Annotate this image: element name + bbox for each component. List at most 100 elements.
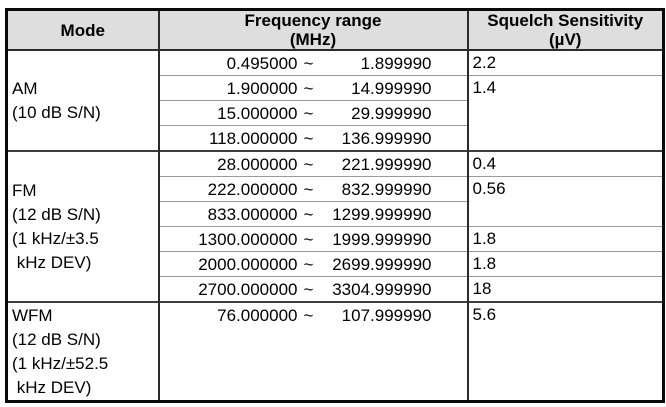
frequency-cell: 15.000000 ~ 29.999990 — [157, 100, 468, 126]
frequency-start: 0.495000 — [226, 54, 298, 73]
frequency-cell: 0.495000 ~ 1.899990 — [157, 49, 468, 76]
frequency-end: 1299.999990 — [332, 205, 432, 224]
header-squelch-title: Squelch Sensitivity — [487, 11, 644, 30]
tilde-separator: ~ — [303, 79, 314, 98]
frequency-cell: 833.000000 ~ 1299.999990 — [157, 201, 468, 227]
frequency-end: 1.899990 — [360, 54, 432, 73]
table-row: 1300.000000 ~ 1999.999990 1.8 — [7, 226, 664, 252]
frequency-end: 14.999990 — [351, 79, 432, 98]
frequency-range: 833.000000 ~ 1299.999990 — [160, 203, 467, 226]
frequency-range: 1300.000000 ~ 1999.999990 — [160, 228, 467, 251]
squelch-value-cell: 5.6 — [466, 301, 664, 402]
frequency-range: 28.000000 ~ 221.999990 — [160, 153, 467, 176]
mode-cell-wfm: WFM (12 dB S/N) (1 kHz/±52.5 kHz DEV) — [6, 301, 159, 402]
header-squelch-unit: (µV) — [549, 30, 582, 49]
table-row: 833.000000 ~ 1299.999990 — [7, 201, 664, 227]
header-mode-label: Mode — [60, 20, 105, 40]
table-row: 118.000000 ~ 136.999990 — [7, 125, 664, 151]
mode-fm-line4: kHz DEV) — [12, 252, 92, 272]
squelch-value-cell: 0.4 — [466, 150, 664, 177]
frequency-start: 1.900000 — [226, 79, 298, 98]
squelch-value-cell: 1.8 — [466, 251, 664, 277]
table-row: 222.000000 ~ 832.999990 0.56 — [7, 176, 664, 227]
frequency-range: 0.495000 ~ 1.899990 — [160, 52, 467, 75]
header-frequency-unit: (MHz) — [289, 30, 337, 49]
frequency-range: 1.900000 ~ 14.999990 — [160, 77, 467, 100]
frequency-end: 221.999990 — [341, 155, 432, 174]
table-row: 2700.000000 ~ 3304.999990 18 — [7, 276, 664, 302]
spec-table: Mode Frequency range (MHz) Squelch Sensi… — [5, 8, 665, 403]
frequency-range: 15.000000 ~ 29.999990 — [160, 102, 467, 125]
tilde-separator: ~ — [303, 306, 314, 325]
frequency-range: 2000.000000 ~ 2699.999990 — [160, 253, 467, 276]
tilde-separator: ~ — [303, 255, 314, 274]
frequency-cell: 2000.000000 ~ 2699.999990 — [157, 251, 468, 277]
tilde-separator: ~ — [303, 230, 314, 249]
table-row: 15.000000 ~ 29.999990 — [7, 100, 664, 126]
table-row: 2000.000000 ~ 2699.999990 1.8 — [7, 251, 664, 277]
frequency-start: 2000.000000 — [198, 255, 298, 274]
frequency-cell: 1.900000 ~ 14.999990 — [157, 75, 468, 101]
frequency-start: 833.000000 — [207, 205, 298, 224]
frequency-start: 76.000000 — [217, 306, 298, 325]
frequency-cell: 28.000000 ~ 221.999990 — [157, 150, 468, 177]
table-header: Mode Frequency range (MHz) Squelch Sensi… — [6, 9, 664, 51]
tilde-separator: ~ — [303, 205, 314, 224]
frequency-start: 28.000000 — [217, 155, 298, 174]
mode-cell-fm: FM (12 dB S/N) (1 kHz/±3.5 kHz DEV) — [6, 150, 159, 302]
mode-fm-line2: (12 dB S/N) — [12, 204, 101, 224]
header-squelch-sensitivity: Squelch Sensitivity (µV) — [466, 9, 664, 51]
frequency-start: 222.000000 — [207, 180, 298, 199]
frequency-end: 1999.999990 — [332, 230, 432, 249]
frequency-end: 136.999990 — [341, 129, 432, 148]
mode-wfm-line3: (1 kHz/±52.5 — [12, 354, 109, 373]
tilde-separator: ~ — [303, 54, 314, 73]
header-frequency-range: Frequency range (MHz) — [157, 9, 468, 51]
frequency-start: 1300.000000 — [198, 230, 298, 249]
table-body: AM (10 dB S/N) 0.495000 ~ 1.899990 2.2 1… — [6, 49, 664, 402]
table-row: FM (12 dB S/N) (1 kHz/±3.5 kHz DEV) 28.0… — [6, 150, 664, 302]
tilde-separator: ~ — [303, 129, 314, 148]
frequency-end: 29.999990 — [351, 104, 432, 123]
mode-fm-line1: FM — [12, 180, 37, 200]
mode-wfm-line2: (12 dB S/N) — [12, 330, 101, 349]
squelch-value-cell: 0.56 — [466, 176, 664, 227]
frequency-cell: 118.000000 ~ 136.999990 — [157, 125, 468, 151]
frequency-end: 2699.999990 — [332, 255, 432, 274]
frequency-cell: 76.000000 ~ 107.999990 — [157, 301, 468, 402]
frequency-range: 2700.000000 ~ 3304.999990 — [160, 278, 467, 301]
frequency-cell: 222.000000 ~ 832.999990 — [157, 176, 468, 202]
frequency-end: 832.999990 — [341, 180, 432, 199]
mode-wfm-line1: WFM — [12, 306, 53, 325]
frequency-range: 222.000000 ~ 832.999990 — [160, 178, 467, 201]
squelch-value-cell: 2.2 — [466, 49, 664, 76]
mode-wfm-line4: kHz DEV) — [12, 378, 92, 397]
mode-am-line1: AM — [12, 78, 38, 98]
frequency-range: 76.000000 ~ 107.999990 — [160, 304, 467, 327]
tilde-separator: ~ — [303, 180, 314, 199]
tilde-separator: ~ — [303, 155, 314, 174]
tilde-separator: ~ — [303, 104, 314, 123]
frequency-start: 2700.000000 — [198, 280, 298, 299]
squelch-value-cell: 18 — [466, 276, 664, 302]
header-frequency-title: Frequency range — [244, 11, 382, 30]
frequency-start: 118.000000 — [208, 129, 298, 148]
mode-am-line2: (10 dB S/N) — [12, 102, 101, 122]
mode-cell-am: AM (10 dB S/N) — [7, 50, 159, 151]
table-row: WFM (12 dB S/N) (1 kHz/±52.5 kHz DEV) 76… — [6, 301, 664, 402]
frequency-cell: 2700.000000 ~ 3304.999990 — [157, 276, 468, 302]
frequency-end: 3304.999990 — [332, 280, 432, 299]
squelch-value-cell: 1.4 — [466, 75, 664, 151]
frequency-start: 15.000000 — [217, 104, 298, 123]
frequency-range: 118.000000 ~ 136.999990 — [160, 127, 467, 150]
mode-fm-line3: (1 kHz/±3.5 — [12, 228, 99, 248]
header-row: Mode Frequency range (MHz) Squelch Sensi… — [6, 9, 664, 51]
table-row: 1.900000 ~ 14.999990 1.4 — [7, 75, 664, 151]
frequency-cell: 1300.000000 ~ 1999.999990 — [157, 226, 468, 252]
header-mode: Mode — [6, 9, 159, 51]
tilde-separator: ~ — [303, 280, 314, 299]
squelch-value-cell: 1.8 — [466, 226, 664, 252]
table-row: AM (10 dB S/N) 0.495000 ~ 1.899990 2.2 — [7, 49, 664, 122]
frequency-end: 107.999990 — [341, 306, 432, 325]
